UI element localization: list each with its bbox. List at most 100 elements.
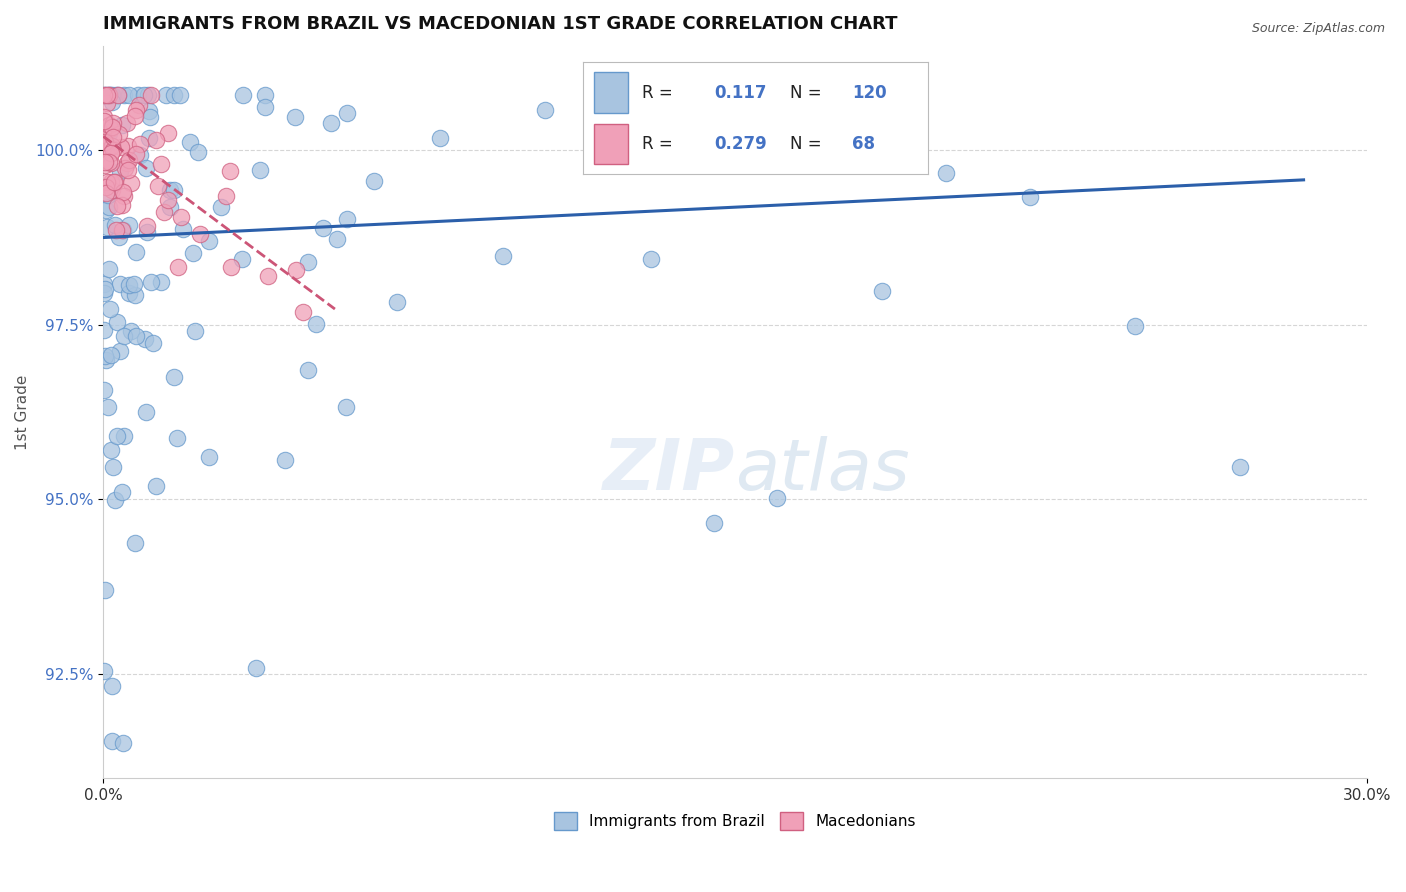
Point bbox=[94, 202, 117, 217]
Point bbox=[429, 131, 451, 145]
Point bbox=[257, 269, 280, 284]
Point bbox=[167, 260, 190, 274]
Point bbox=[166, 431, 188, 445]
Point bbox=[98, 302, 121, 317]
Point bbox=[121, 324, 143, 338]
Legend: Immigrants from Brazil, Macedonians: Immigrants from Brazil, Macedonians bbox=[548, 805, 922, 837]
Point bbox=[218, 164, 240, 178]
Point bbox=[97, 188, 120, 202]
Point bbox=[101, 95, 124, 109]
Point bbox=[325, 232, 347, 246]
Point bbox=[1123, 318, 1146, 333]
Point bbox=[98, 87, 121, 102]
Point bbox=[104, 175, 127, 189]
Point bbox=[872, 284, 894, 298]
Point bbox=[101, 679, 124, 693]
Point bbox=[135, 405, 157, 419]
Point bbox=[98, 200, 121, 214]
Point bbox=[284, 110, 307, 124]
Point bbox=[94, 282, 117, 296]
FancyBboxPatch shape bbox=[593, 72, 628, 112]
Text: ZIP: ZIP bbox=[603, 436, 735, 505]
Point bbox=[110, 140, 132, 154]
Point bbox=[136, 219, 159, 234]
Point bbox=[100, 443, 122, 458]
Point bbox=[93, 113, 115, 128]
Point bbox=[1018, 190, 1040, 204]
Point bbox=[100, 156, 122, 170]
Point bbox=[93, 383, 115, 397]
Point bbox=[640, 252, 662, 266]
Point bbox=[111, 736, 134, 750]
Point bbox=[335, 401, 357, 415]
Point bbox=[492, 249, 515, 263]
Point bbox=[305, 317, 328, 331]
Point bbox=[115, 156, 138, 170]
Point bbox=[105, 315, 128, 329]
Point bbox=[118, 278, 141, 293]
Point bbox=[111, 485, 134, 500]
Point bbox=[93, 87, 115, 102]
Point bbox=[249, 163, 271, 178]
Point bbox=[96, 186, 118, 201]
Point bbox=[107, 87, 129, 102]
Text: 120: 120 bbox=[852, 84, 887, 102]
Point bbox=[111, 118, 134, 132]
Point bbox=[935, 166, 957, 180]
Point bbox=[96, 87, 118, 102]
Point bbox=[118, 286, 141, 301]
Point bbox=[132, 87, 155, 102]
Point bbox=[94, 158, 117, 172]
Point bbox=[122, 277, 145, 292]
Point bbox=[124, 146, 146, 161]
Point bbox=[124, 329, 146, 343]
Point bbox=[108, 229, 131, 244]
Point bbox=[124, 109, 146, 123]
Point bbox=[108, 344, 131, 359]
Point bbox=[98, 87, 121, 102]
Point bbox=[100, 120, 122, 135]
Point bbox=[297, 255, 319, 269]
Point bbox=[115, 116, 138, 130]
Point bbox=[214, 188, 236, 202]
Point bbox=[209, 201, 232, 215]
Point bbox=[105, 429, 128, 443]
Point bbox=[108, 127, 131, 141]
Text: R =: R = bbox=[643, 135, 673, 153]
Point bbox=[125, 245, 148, 260]
Point bbox=[187, 145, 209, 159]
Point bbox=[184, 324, 207, 338]
Point bbox=[101, 734, 124, 748]
Point bbox=[156, 126, 179, 140]
Point bbox=[94, 352, 117, 367]
Point bbox=[104, 223, 127, 237]
Point bbox=[297, 362, 319, 376]
Point bbox=[101, 459, 124, 474]
Point bbox=[231, 252, 253, 266]
Point bbox=[385, 294, 408, 309]
Point bbox=[181, 245, 204, 260]
Point bbox=[127, 87, 149, 102]
Point bbox=[120, 176, 142, 190]
Point bbox=[150, 275, 173, 289]
Point bbox=[129, 148, 152, 162]
Point bbox=[93, 111, 115, 125]
Point bbox=[149, 157, 172, 171]
Text: Source: ZipAtlas.com: Source: ZipAtlas.com bbox=[1251, 22, 1385, 36]
Text: N =: N = bbox=[790, 135, 821, 153]
Point bbox=[172, 222, 194, 236]
Point bbox=[703, 516, 725, 530]
Point bbox=[112, 87, 135, 102]
Point bbox=[93, 664, 115, 678]
Point bbox=[135, 161, 157, 176]
Point bbox=[118, 87, 141, 102]
Point bbox=[118, 218, 141, 232]
Text: atlas: atlas bbox=[735, 436, 910, 505]
Text: IMMIGRANTS FROM BRAZIL VS MACEDONIAN 1ST GRADE CORRELATION CHART: IMMIGRANTS FROM BRAZIL VS MACEDONIAN 1ST… bbox=[103, 15, 898, 33]
Point bbox=[93, 120, 115, 135]
Point bbox=[139, 87, 162, 102]
Point bbox=[93, 135, 115, 149]
Point bbox=[103, 130, 125, 145]
Text: N =: N = bbox=[790, 84, 821, 102]
Point bbox=[98, 126, 121, 140]
